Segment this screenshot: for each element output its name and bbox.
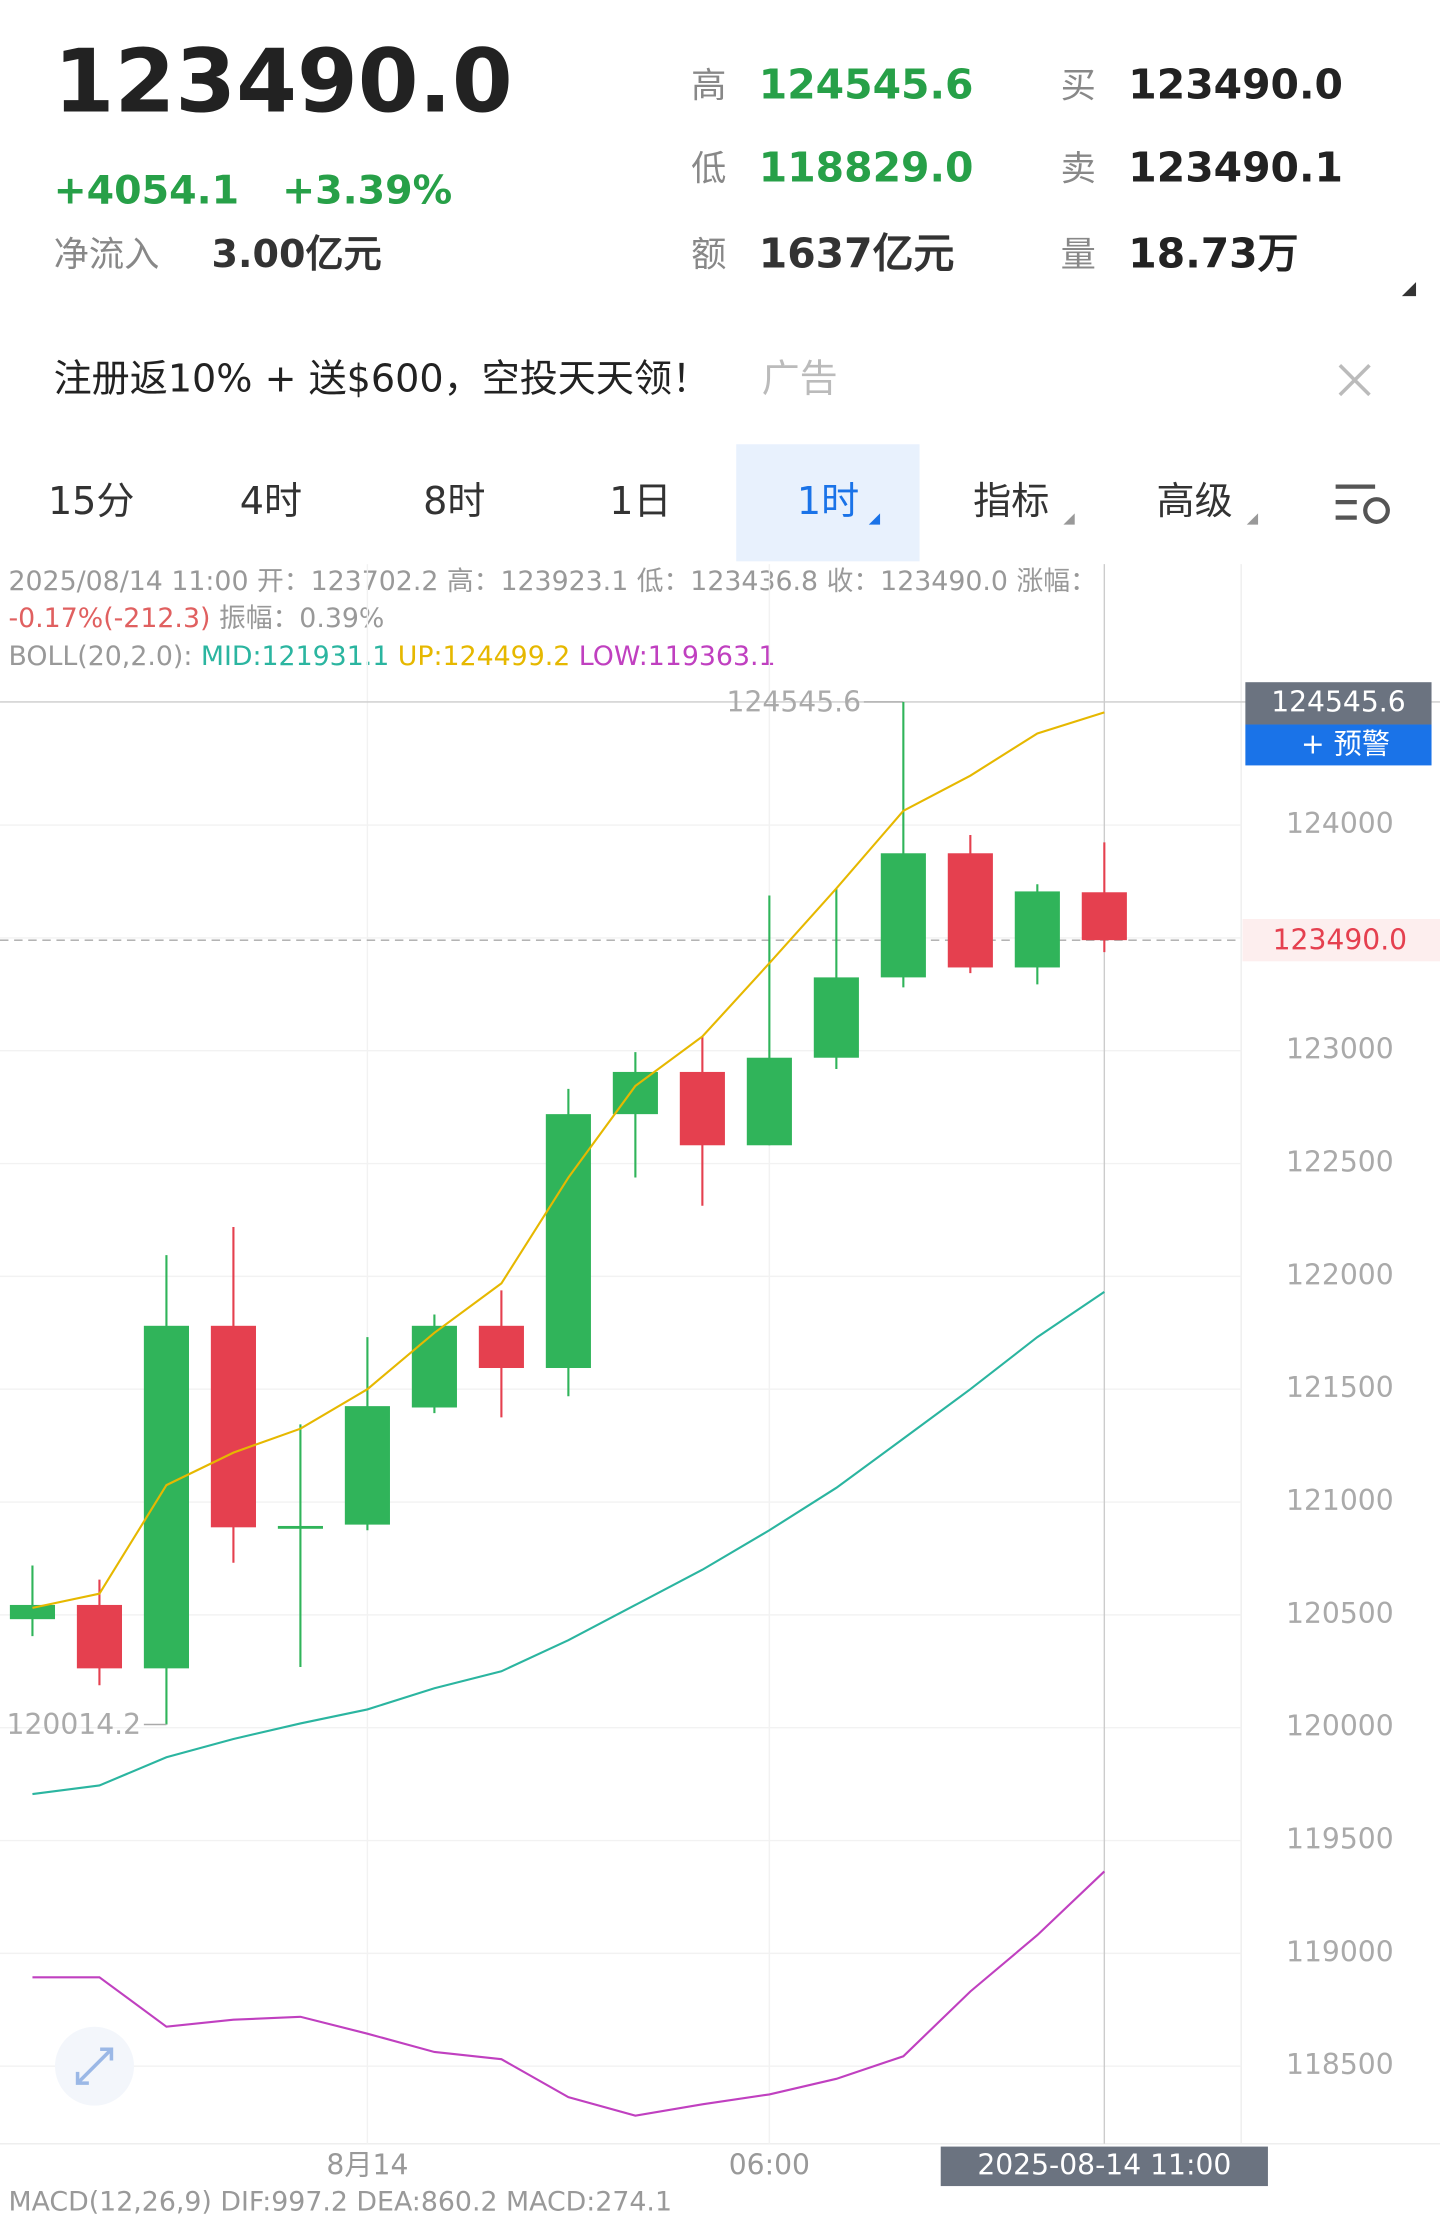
candle-body xyxy=(880,853,926,978)
boll-line xyxy=(32,1291,1105,1796)
candle-body xyxy=(545,1114,591,1369)
candle-body xyxy=(143,1325,189,1669)
last-price-label: 123490.0 xyxy=(1273,924,1408,957)
stat-label: 低 xyxy=(691,149,726,190)
y-tick-label: 121000 xyxy=(1286,1484,1394,1517)
info-change: -0.17%(-212.3) xyxy=(8,603,210,634)
boll-legend: BOLL(20,2.0): MID:121931.1 UP:124499.2 LOW:… xyxy=(8,641,775,672)
stat-value: 123490.0 xyxy=(1128,60,1343,108)
candle-body xyxy=(947,853,993,968)
crosshair-time: 2025-08-14 11:00 xyxy=(977,2148,1231,2181)
candle-body xyxy=(1014,891,1060,968)
y-tick-label: 120500 xyxy=(1286,1597,1394,1630)
info-line: 2025/08/14 11:00 开：123702.2 高：123923.1 低… xyxy=(8,566,1096,597)
max-label: 124545.6 xyxy=(727,685,861,718)
candle-body xyxy=(813,977,859,1058)
macd-legend: MACD(12,26,9) DIF:997.2 DEA:860.2 MACD:2… xyxy=(8,2186,672,2214)
stat-label: 量 xyxy=(1061,235,1096,276)
y-tick-label: 121500 xyxy=(1286,1371,1394,1404)
stat-value: 1637亿元 xyxy=(759,230,955,278)
last-price-bg xyxy=(1242,918,1440,962)
tab[interactable]: 4时 xyxy=(240,479,302,523)
expand-triangle[interactable] xyxy=(1401,282,1417,297)
candle-body xyxy=(76,1604,123,1669)
ad-text[interactable]: 注册返10% + 送$600，空投天天领！ xyxy=(54,356,711,400)
candle-body xyxy=(679,1071,725,1146)
y-tick-label: 122000 xyxy=(1286,1258,1394,1291)
fullscreen-icon xyxy=(75,2047,114,2085)
min-label: 120014.2 xyxy=(7,1708,142,1741)
stat-value: 124545.6 xyxy=(759,60,974,108)
boll-line xyxy=(32,1870,1106,2117)
tab-active[interactable]: 1时 xyxy=(797,479,859,523)
tab-triangle xyxy=(1063,513,1075,525)
stat-value: 118829.0 xyxy=(759,144,974,192)
x-tick-label: 8月14 xyxy=(326,2148,408,2181)
y-tick-label: 123000 xyxy=(1286,1033,1394,1066)
plot: 1240001235001230001225001220001215001210… xyxy=(0,564,1440,2187)
candle-body xyxy=(478,1325,524,1369)
candle-body xyxy=(344,1406,390,1525)
crosshair-time-bg xyxy=(940,2146,1268,2187)
boll-low: LOW:119363.1 xyxy=(579,641,776,672)
tab[interactable]: 1日 xyxy=(609,479,671,523)
netflow: 3.00亿元 xyxy=(212,232,382,276)
stat-label: 高 xyxy=(691,65,726,106)
info-amplitude: 振幅：0.39% xyxy=(210,603,384,634)
y-tick-label: 122500 xyxy=(1286,1146,1394,1179)
alert-label: + 预警 xyxy=(1301,728,1390,761)
info-line: -0.17%(-212.3) 振幅：0.39% xyxy=(8,603,384,634)
boll-line xyxy=(32,711,1105,1609)
candle-body xyxy=(746,1057,792,1146)
netflow-label: 净流入 xyxy=(54,235,160,276)
high-marker-bg xyxy=(1245,682,1432,725)
stat-label: 买 xyxy=(1061,65,1096,106)
stat-label: 额 xyxy=(691,235,726,276)
tab-triangle xyxy=(868,513,881,525)
y-tick-label: 120000 xyxy=(1286,1710,1394,1743)
tab-triangle xyxy=(1246,513,1259,525)
y-tick-label: 119500 xyxy=(1286,1823,1394,1856)
y-tick-label: 118500 xyxy=(1286,2048,1394,2081)
stat-value: 18.73万 xyxy=(1128,230,1298,278)
settings-icon[interactable] xyxy=(1335,484,1390,524)
candle-body xyxy=(277,1525,323,1529)
candle-body xyxy=(210,1325,256,1528)
boll-mid: MID:121931.1 xyxy=(201,641,389,672)
ad-close[interactable] xyxy=(1338,364,1371,397)
candle-body xyxy=(9,1604,56,1620)
tab[interactable]: 8时 xyxy=(423,479,485,523)
price: 123490.0 xyxy=(54,30,513,132)
stat-value: 123490.1 xyxy=(1128,144,1343,192)
stat-label: 卖 xyxy=(1061,149,1096,190)
ad-tag: 广告 xyxy=(762,356,838,400)
high-marker: 124545.6 xyxy=(1271,685,1406,718)
tab[interactable]: 高级 xyxy=(1157,479,1233,523)
change-pct: +3.39% xyxy=(282,168,452,214)
boll-title: BOLL(20,2.0): xyxy=(8,641,192,672)
y-tick-label: 119000 xyxy=(1286,1935,1394,1968)
candle-body xyxy=(1081,892,1127,941)
change: +4054.1 xyxy=(54,168,239,214)
candle-body xyxy=(411,1325,457,1408)
y-tick-label: 124000 xyxy=(1286,807,1394,840)
active-tab-bg xyxy=(736,444,920,562)
boll-up: UP:124499.2 xyxy=(398,641,571,672)
tab[interactable]: 指标 xyxy=(973,479,1049,523)
alert-button[interactable] xyxy=(1245,724,1432,766)
x-tick-label: 06:00 xyxy=(729,2148,810,2181)
tab[interactable]: 15分 xyxy=(48,479,135,523)
